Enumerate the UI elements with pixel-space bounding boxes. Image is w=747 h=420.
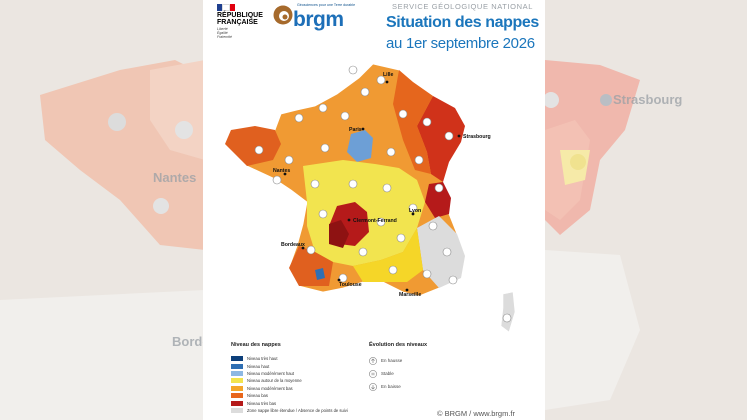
legend-swatch	[231, 400, 243, 406]
level-legend-title: Niveau des nappes	[231, 342, 281, 348]
legend-label: Niveau modérément haut	[247, 370, 295, 376]
brgm-emblem-icon	[273, 5, 293, 25]
legend-label: Niveau très haut	[247, 356, 278, 362]
evolution-label: Stable	[381, 371, 394, 376]
groundwater-map: Lille Paris Strasbourg Nantes Lyon Clerm…	[224, 63, 516, 333]
legend-item: Niveau très haut	[231, 355, 391, 362]
legend-item: Niveau bas	[231, 392, 391, 399]
legend-label: Zone nappe libre étendue / Absence de po…	[247, 407, 348, 413]
legend-label: Niveau très bas	[247, 400, 277, 406]
city-paris: Paris	[349, 127, 362, 133]
equal-icon	[369, 369, 377, 378]
bg-label-strasbourg: Strasbourg	[613, 92, 683, 107]
evolution-label: En hausse	[381, 358, 403, 363]
city-marseille: Marseille	[399, 292, 421, 298]
evolution-legend-title: Évolution des niveaux	[369, 342, 428, 348]
legend-label: Niveau haut	[247, 363, 270, 369]
evolution-item: En hausse	[369, 354, 469, 367]
brgm-tagline: Géosciences pour une Terre durable	[297, 3, 356, 7]
evolution-item: Stable	[369, 367, 469, 380]
legend-swatch	[231, 393, 243, 399]
brgm-wordmark: brgm	[293, 8, 344, 31]
legend-item: Zone nappe libre étendue / Absence de po…	[231, 407, 391, 414]
credit-text: © BRGM / www.brgm.fr	[436, 409, 515, 418]
legend-swatch	[231, 385, 243, 391]
city-strasbourg: Strasbourg	[463, 134, 491, 140]
legend-label: Niveau modérément bas	[247, 385, 293, 391]
bg-label-nantes: Nantes	[153, 170, 197, 185]
legend-item: Niveau modérément bas	[231, 385, 391, 392]
arrow-down-icon	[369, 382, 377, 391]
city-clermont-ferrand: Clermont-Ferrand	[353, 218, 397, 224]
evolution-label: En baisse	[381, 384, 401, 389]
city-nantes: Nantes	[273, 168, 290, 174]
city-bordeaux: Bordeaux	[281, 242, 305, 248]
evolution-legend: Évolution des niveaux En hausse Stable E…	[369, 342, 469, 393]
arrow-up-icon	[369, 356, 377, 365]
map-panel: SERVICE GÉOLOGIQUE NATIONAL RÉPUBLIQUE F…	[203, 0, 545, 420]
legend-swatch	[231, 363, 243, 369]
legend-label: Niveau bas	[247, 393, 268, 399]
legend-item: Niveau haut	[231, 362, 391, 369]
republique-motto: Liberté Égalité Fraternité	[217, 27, 232, 39]
level-legend: Niveau des nappes Niveau très haut Nivea…	[231, 342, 391, 414]
legend-swatch	[231, 356, 243, 362]
legend-item: Niveau modérément haut	[231, 370, 391, 377]
legend-item: Niveau autour de la moyenne	[231, 377, 391, 384]
republique-francaise-logo: RÉPUBLIQUE FRANÇAISE Liberté Égalité Fra…	[217, 4, 277, 39]
city-lille: Lille	[383, 72, 393, 78]
corsica	[500, 291, 516, 333]
service-label: SERVICE GÉOLOGIQUE NATIONAL	[392, 2, 533, 11]
legend-swatch	[231, 407, 243, 413]
evolution-item: En baisse	[369, 380, 469, 393]
legend-label: Niveau autour de la moyenne	[247, 378, 302, 384]
french-flag-icon	[217, 4, 235, 11]
legend-item: Niveau très bas	[231, 399, 391, 406]
republique-name: RÉPUBLIQUE FRANÇAISE	[217, 12, 263, 26]
city-lyon: Lyon	[409, 208, 421, 214]
map-title: Situation des nappes	[386, 14, 539, 31]
city-toulouse: Toulouse	[339, 282, 362, 288]
legend-swatch	[231, 370, 243, 376]
map-subtitle: au 1er septembre 2026	[386, 35, 535, 52]
legend-swatch	[231, 378, 243, 384]
bg-label-bordeaux: Borde	[172, 334, 210, 349]
brgm-logo: Géosciences pour une Terre durable brgm	[273, 2, 355, 38]
